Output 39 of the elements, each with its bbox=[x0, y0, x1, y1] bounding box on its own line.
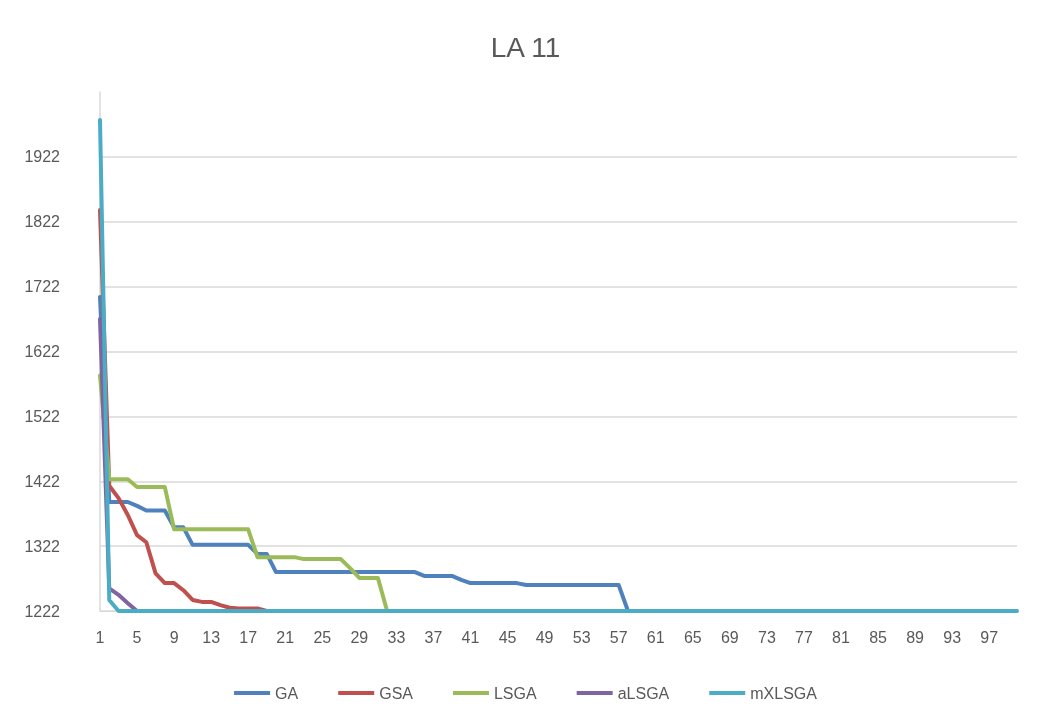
x-tick-label: 65 bbox=[683, 628, 702, 646]
x-tick-label: 37 bbox=[424, 628, 443, 646]
y-tick-label: 1522 bbox=[24, 407, 61, 425]
x-tick-label: 93 bbox=[943, 628, 962, 646]
x-tick-label: 17 bbox=[239, 628, 258, 646]
y-tick-label: 1622 bbox=[24, 343, 61, 360]
chart-title: LA 11 bbox=[490, 31, 561, 63]
x-tick-label: 61 bbox=[646, 628, 665, 646]
x-tick-label: 85 bbox=[869, 628, 888, 646]
y-tick-label: 1722 bbox=[24, 278, 61, 296]
x-tick-label: 29 bbox=[350, 628, 369, 646]
legend-label: LSGA bbox=[493, 684, 537, 702]
x-tick-label: 89 bbox=[906, 628, 925, 646]
x-tick-label: 97 bbox=[980, 628, 999, 646]
x-tick-label: 57 bbox=[609, 628, 628, 646]
x-tick-label: 81 bbox=[832, 628, 851, 646]
y-tick-label: 1222 bbox=[24, 602, 61, 620]
x-tick-label: 45 bbox=[498, 628, 517, 646]
x-tick-label: 13 bbox=[202, 628, 221, 646]
x-tick-label: 41 bbox=[461, 628, 480, 646]
x-tick-label: 1 bbox=[95, 628, 105, 646]
x-tick-label: 9 bbox=[169, 628, 179, 646]
x-tick-label: 25 bbox=[313, 628, 332, 646]
x-tick-label: 5 bbox=[132, 628, 142, 646]
legend-label: aLSGA bbox=[617, 684, 670, 702]
x-tick-label: 73 bbox=[758, 628, 776, 646]
x-tick-label: 49 bbox=[535, 628, 554, 646]
x-tick-label: 69 bbox=[720, 628, 739, 646]
legend-label: GSA bbox=[379, 684, 414, 702]
legend-label: GA bbox=[275, 684, 299, 702]
x-tick-label: 77 bbox=[795, 628, 813, 646]
y-tick-label: 1822 bbox=[24, 213, 61, 231]
x-tick-label: 53 bbox=[572, 628, 591, 646]
y-tick-label: 1322 bbox=[24, 537, 61, 555]
x-tick-label: 33 bbox=[387, 628, 406, 646]
y-tick-label: 1422 bbox=[24, 472, 61, 490]
legend-label: mXLSGA bbox=[750, 684, 818, 702]
y-tick-label: 1922 bbox=[24, 148, 61, 166]
x-tick-label: 21 bbox=[276, 628, 295, 646]
